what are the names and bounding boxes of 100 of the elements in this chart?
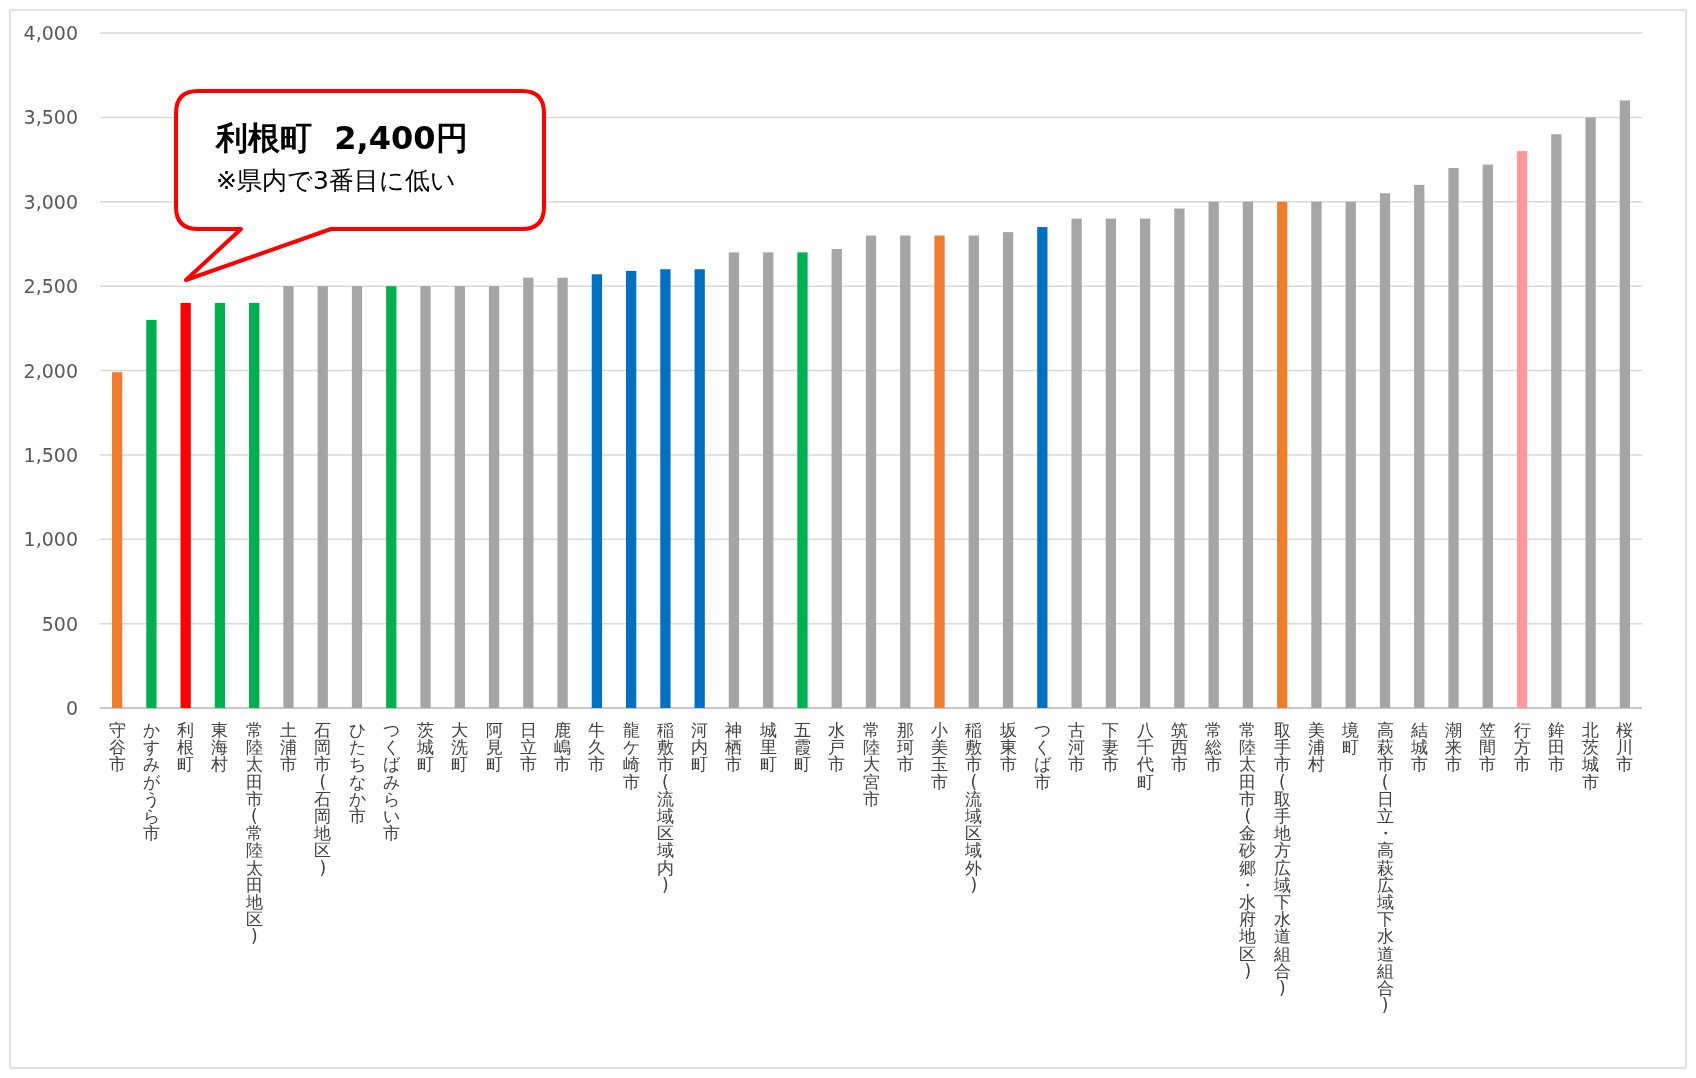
x-tick-label: 利根町: [177, 720, 195, 775]
bar: [488, 286, 500, 708]
x-tick-label: 下妻市: [1102, 720, 1120, 775]
x-tick-label: つくば市: [1033, 720, 1052, 792]
bar: [454, 286, 465, 708]
bar: [1379, 193, 1391, 708]
x-tick-label: 桜川市: [1616, 720, 1634, 775]
bar: [1242, 201, 1254, 708]
x-tick-label: 境町: [1341, 720, 1360, 758]
bar: [1414, 184, 1425, 708]
bar: [111, 372, 123, 708]
bar: [625, 270, 637, 708]
x-tick-label: 笠間市: [1479, 720, 1497, 775]
bar: [351, 286, 363, 708]
bar: [934, 235, 945, 708]
x-tick-label: 五霞町: [793, 720, 811, 775]
x-tick-label: 八千代町: [1135, 720, 1154, 792]
x-tick-label: 龍ケ崎市: [622, 720, 640, 792]
bar: [1482, 164, 1493, 708]
x-tick-label: 城里町: [758, 720, 777, 775]
x-tick-label: 鹿嶋市: [554, 720, 572, 775]
y-tick-label: 1,000: [23, 528, 78, 551]
x-tick-label: 阿見町: [485, 720, 503, 775]
bar: [1551, 134, 1562, 708]
bar: [591, 274, 603, 708]
bar: [728, 252, 740, 708]
x-tick-label: 北茨城市: [1581, 720, 1600, 792]
x-tick-label: 行方市: [1513, 720, 1531, 775]
bar: [1516, 151, 1528, 708]
y-tick-label: 3,500: [23, 106, 78, 129]
x-tick-label: 常総市: [1204, 720, 1223, 775]
bar: [1071, 218, 1082, 708]
bar: [797, 252, 808, 708]
x-tick-label: 大洗町: [451, 720, 469, 775]
x-tick-label: 河内町: [691, 720, 709, 775]
bar: [214, 303, 226, 708]
x-tick-label: 東海村: [210, 720, 229, 775]
bar: [900, 235, 911, 708]
category-label: 常陸太田市(金砂郷・水府地区): [1239, 720, 1257, 981]
x-tick-label: 茨城町: [416, 720, 435, 775]
bar: [968, 235, 979, 708]
x-tick-label: つくばみらい市: [382, 720, 401, 844]
bar: [1277, 201, 1288, 708]
x-tick-label: 神栖市: [724, 720, 743, 775]
y-tick-label: 2,000: [23, 359, 78, 382]
annotation: ※県内で3番目に低い: [216, 166, 456, 195]
bar: [1105, 218, 1117, 708]
bar: [386, 286, 397, 708]
x-tick-label: 美浦村: [1306, 720, 1325, 775]
bar: [660, 269, 671, 708]
x-tick-label: 常陸大宮市: [862, 720, 880, 809]
bar: [694, 269, 705, 708]
x-tick-label: 牛久市: [588, 720, 606, 775]
category-label: 稲敷市(流域区域内): [656, 720, 674, 895]
bar: [763, 252, 774, 708]
x-tick-label: 守谷市: [108, 720, 126, 775]
bar: [831, 249, 842, 708]
y-tick-label: 500: [41, 612, 78, 635]
x-tick-label: 日立市: [519, 720, 537, 775]
x-tick-label: 小美玉市: [931, 720, 949, 792]
y-tick-label: 2,500: [23, 275, 78, 298]
x-tick-label: ひたちなか市: [348, 720, 366, 826]
bar: [283, 286, 294, 708]
bar: [1002, 232, 1014, 708]
bar: [1448, 168, 1459, 708]
x-tick-label: 筑西市: [1170, 720, 1188, 775]
bar: [317, 286, 328, 708]
y-tick-label: 1,500: [23, 443, 78, 466]
x-tick-label: 潮来市: [1445, 720, 1463, 775]
bar: [1585, 117, 1596, 708]
bar: [420, 286, 431, 708]
x-tick-label: かすみがうら市: [142, 720, 161, 844]
x-tick-label: 水戸市: [828, 720, 846, 775]
category-label: 稲敷市(流域区域外): [965, 720, 983, 895]
category-label: 取手市(取手地方広域下水道組合): [1273, 720, 1291, 998]
y-tick-label: 4,000: [23, 22, 78, 44]
bar: [1345, 201, 1356, 708]
bar: [1311, 201, 1322, 708]
x-tick-label: 鉾田市: [1547, 720, 1565, 775]
x-tick-label: 那珂市: [896, 720, 914, 775]
bar: [1139, 218, 1151, 708]
bar: [1208, 201, 1219, 708]
bar: [865, 235, 877, 708]
bar: [523, 277, 534, 708]
category-label: 石岡市(石岡地区): [314, 720, 332, 878]
x-tick-label: 土浦市: [279, 720, 297, 775]
x-tick-label: 古河市: [1068, 720, 1086, 775]
x-tick-label: 結城市: [1409, 720, 1428, 775]
bar: [180, 303, 191, 708]
bar: [249, 303, 260, 708]
x-tick-label: 坂東市: [998, 720, 1017, 775]
bar: [1619, 100, 1631, 708]
category-label: 高萩市(日立・高萩広域下水道組合): [1376, 720, 1394, 1016]
category-label: 常陸太田市(常陸太田地区): [245, 720, 263, 947]
annotation: 利根町 2,400円: [214, 119, 468, 157]
y-tick-label: 0: [65, 697, 78, 719]
bar: [1174, 208, 1185, 708]
bar: [1037, 227, 1048, 708]
bar: [146, 319, 157, 708]
y-tick-label: 3,000: [23, 190, 78, 213]
